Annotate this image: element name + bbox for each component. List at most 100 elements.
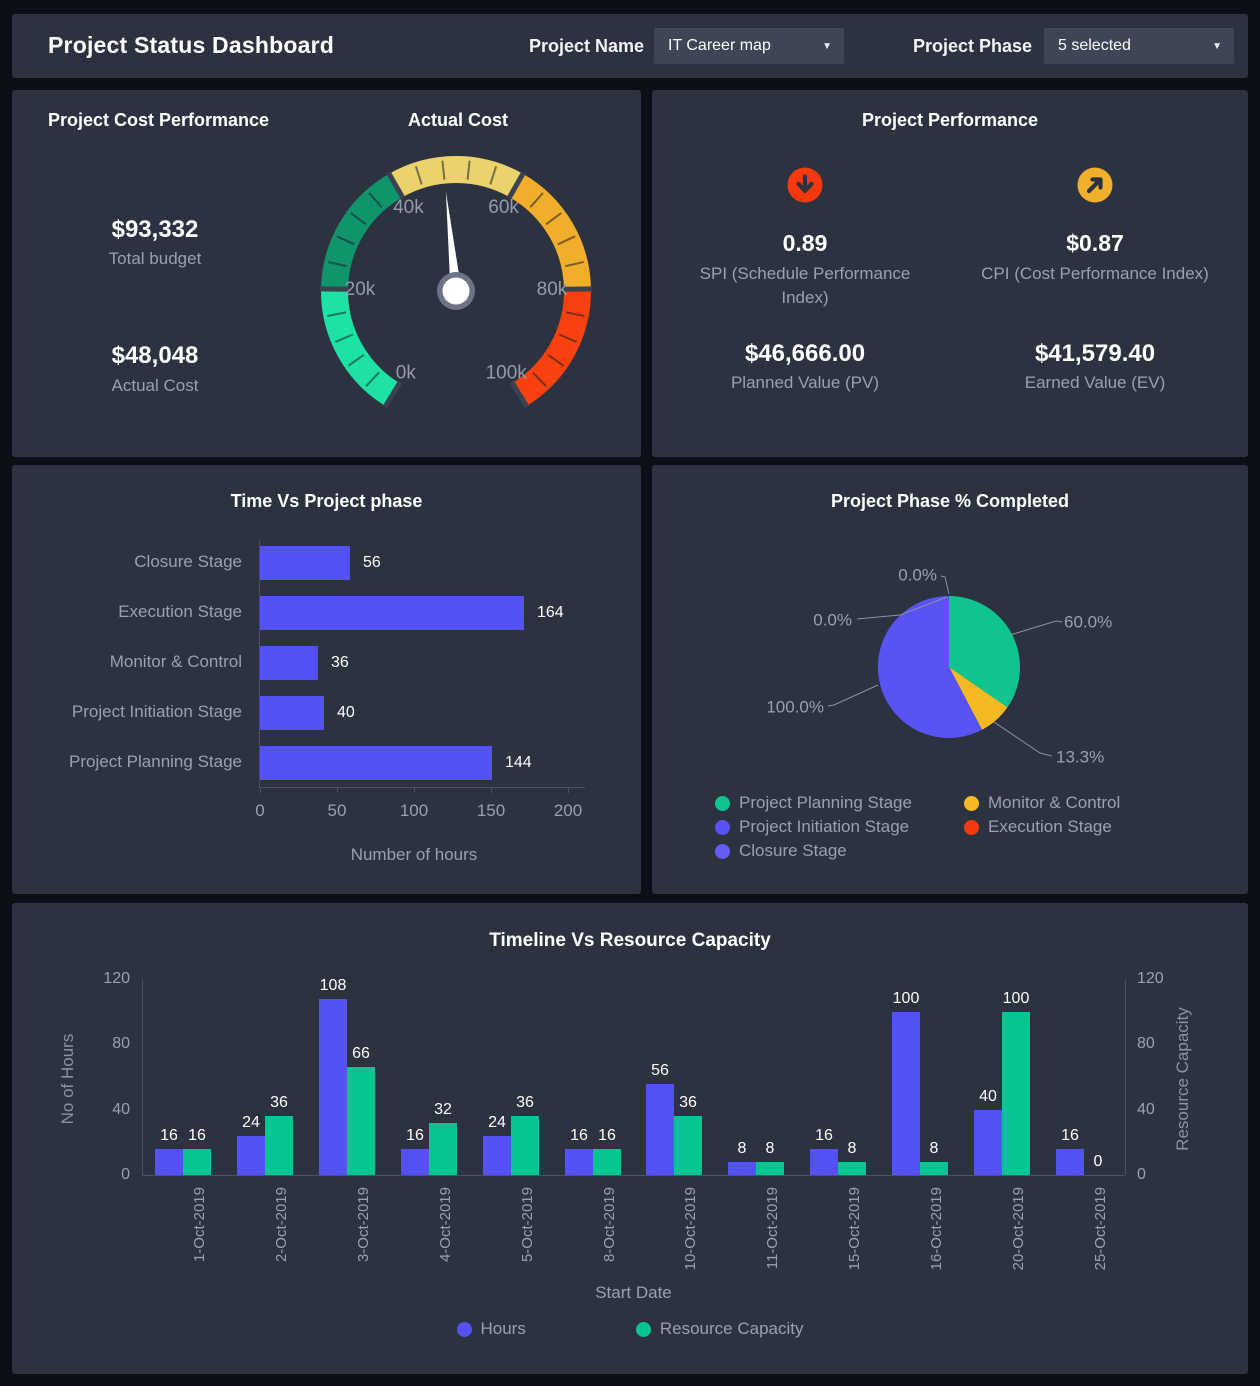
bar-value-label: 24 <box>488 1114 506 1131</box>
legend-dot-icon <box>456 1321 472 1337</box>
legend-label: Closure Stage <box>739 841 847 860</box>
bar[interactable] <box>265 1116 293 1175</box>
gauge-minor-tick <box>532 371 547 387</box>
earned-value-label: Earned Value (EV) <box>1024 373 1166 392</box>
legend-item[interactable]: Execution Stage <box>964 815 1120 839</box>
legend-item[interactable]: Closure Stage <box>715 839 964 863</box>
bar[interactable] <box>565 1149 593 1175</box>
x-tick-label: 8-Oct-2019 <box>601 1187 618 1263</box>
legend-item[interactable]: Project Initiation Stage <box>715 815 964 839</box>
x-tick-label: 150 <box>476 801 506 820</box>
bar[interactable] <box>260 696 324 730</box>
bar[interactable] <box>260 596 524 630</box>
legend-item[interactable]: Resource Capacity <box>635 1317 804 1341</box>
project-phase-select[interactable]: 5 selected ▼ <box>1044 28 1234 64</box>
x-tick-label: 200 <box>553 801 583 820</box>
x-axis-tick <box>491 787 492 793</box>
gauge-segment <box>509 173 591 290</box>
spi-metric-column: 0.89 SPI (Schedule Performance Index) $4… <box>660 90 950 457</box>
bar-value-label: 40 <box>337 704 355 721</box>
bar[interactable] <box>920 1162 948 1175</box>
bar[interactable] <box>401 1149 429 1175</box>
actual-cost-value: $48,048 <box>111 342 199 369</box>
pie-slice[interactable] <box>949 596 1021 708</box>
x-tick-label: 20-Oct-2019 <box>1010 1187 1027 1271</box>
bar[interactable] <box>810 1149 838 1175</box>
bar[interactable] <box>756 1162 784 1175</box>
bar[interactable] <box>237 1136 265 1175</box>
category-label: Monitor & Control <box>109 652 242 671</box>
x-axis-tick <box>414 787 415 793</box>
bar-value-label: 36 <box>270 1094 288 1111</box>
pie-label: 0.0% <box>898 566 937 585</box>
bar[interactable] <box>483 1136 511 1175</box>
x-tick-label: 5-Oct-2019 <box>519 1187 536 1263</box>
bar-value-label: 16 <box>570 1127 588 1144</box>
pie-leader-line <box>827 684 879 707</box>
project-cost-performance-panel: Project Cost Performance Actual Cost $93… <box>12 90 641 457</box>
bar[interactable] <box>429 1123 457 1175</box>
bar[interactable] <box>319 999 347 1175</box>
legend-label: Hours <box>480 1319 526 1338</box>
pie-label: 0.0% <box>813 611 852 630</box>
legend-item[interactable]: Hours <box>456 1317 526 1341</box>
left-y-axis-title: No of Hours <box>58 1033 77 1125</box>
gauge-minor-tick <box>547 353 565 367</box>
gauge-tick-label: 60k <box>488 197 519 218</box>
pie-leader-line <box>1009 620 1063 636</box>
bar[interactable] <box>838 1162 866 1175</box>
legend-item[interactable]: Monitor & Control <box>964 791 1120 815</box>
legend-label: Resource Capacity <box>659 1319 804 1338</box>
bar-value-label: 16 <box>1061 1127 1079 1144</box>
x-tick-label: 15-Oct-2019 <box>846 1187 863 1271</box>
gauge-minor-tick <box>334 333 354 343</box>
bar[interactable] <box>593 1149 621 1175</box>
x-axis-tick <box>337 787 338 793</box>
x-tick-label: 25-Oct-2019 <box>1092 1187 1109 1271</box>
bar[interactable] <box>260 646 318 680</box>
bar[interactable] <box>511 1116 539 1175</box>
cpi-metric-column: $0.87 CPI (Cost Performance Index) $41,5… <box>950 90 1240 457</box>
x-tick-label: 11-Oct-2019 <box>764 1187 781 1270</box>
phase-completed-panel: Project Phase % Completed 60.0% 13.3% 100.… <box>652 465 1248 894</box>
bar[interactable] <box>674 1116 702 1175</box>
gauge-segment <box>320 288 400 407</box>
time-vs-phase-chart: Closure Stage 56 Execution Stage 164 Monitor… <box>12 465 641 894</box>
cpi-label: CPI (Cost Performance Index) <box>981 264 1209 283</box>
legend-dot-icon <box>715 843 730 859</box>
gauge-segment <box>512 288 592 407</box>
bar[interactable] <box>728 1162 756 1175</box>
legend-dot-icon <box>964 795 979 811</box>
bar[interactable] <box>1056 1149 1084 1175</box>
x-tick-label: 4-Oct-2019 <box>437 1187 454 1263</box>
bar[interactable] <box>260 546 350 580</box>
timeline-capacity-chart: 0 0 40 40 80 80 120 120 No of Hours Resource Capa… <box>12 903 1248 1374</box>
bar[interactable] <box>347 1067 375 1175</box>
bar[interactable] <box>260 746 492 780</box>
gauge-minor-tick <box>327 261 348 268</box>
pie-slice[interactable] <box>877 595 982 738</box>
pie-leader-line <box>856 596 948 620</box>
gauge-minor-tick <box>545 212 562 226</box>
timeline-title: Timeline Vs Resource Capacity <box>489 930 771 951</box>
legend-dot-icon <box>715 795 730 811</box>
legend-label: Execution Stage <box>988 817 1112 836</box>
gauge-segment <box>321 173 403 290</box>
bar[interactable] <box>892 1012 920 1175</box>
gauge-minor-tick <box>441 160 446 180</box>
bar[interactable] <box>646 1084 674 1175</box>
bar-value-label: 36 <box>679 1094 697 1111</box>
gauge-segment <box>389 156 523 198</box>
category-label: Project Initiation Stage <box>71 702 242 721</box>
gauge-minor-tick <box>558 333 578 343</box>
bar[interactable] <box>974 1110 1002 1175</box>
bar[interactable] <box>1002 1012 1030 1175</box>
x-tick-label: 100 <box>399 801 429 820</box>
bar[interactable] <box>155 1149 183 1175</box>
project-name-select[interactable]: IT Career map ▼ <box>654 28 844 64</box>
pie-slice[interactable] <box>949 667 1008 730</box>
legend-item[interactable]: Project Planning Stage <box>715 791 964 815</box>
bar[interactable] <box>183 1149 211 1175</box>
bar-value-label: 16 <box>598 1127 616 1144</box>
pie-label: 13.3% <box>1056 748 1104 767</box>
